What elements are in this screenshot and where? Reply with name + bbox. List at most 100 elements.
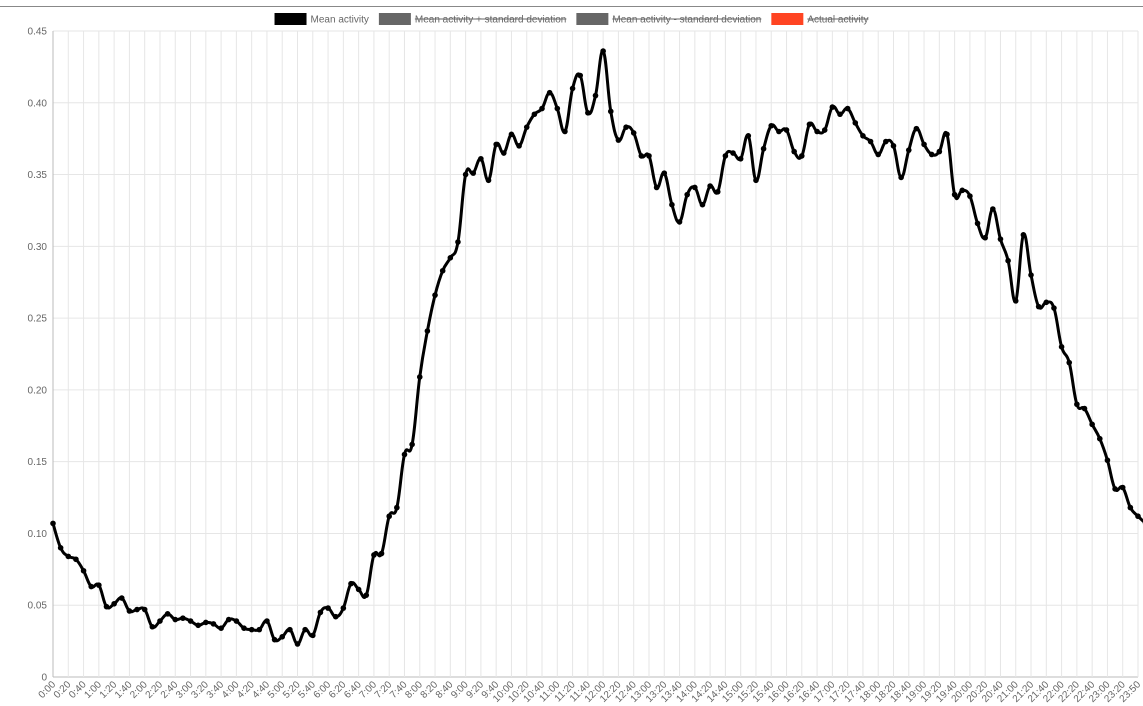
data-point [248,626,255,633]
data-point [860,132,866,139]
data-point [294,641,301,647]
data-point [883,138,889,145]
data-point [309,632,316,639]
legend-swatch [378,13,411,25]
data-point [1051,305,1057,311]
data-point [1089,421,1095,428]
data-point [967,193,973,199]
data-point [959,187,966,194]
data-point [325,605,331,611]
data-point [485,177,492,184]
data-point [523,124,530,130]
data-point [462,171,469,178]
data-point [661,170,668,176]
data-point [623,124,629,130]
data-point [264,618,270,624]
data-point [875,151,882,158]
data-point [149,623,156,630]
data-point [470,170,477,176]
data-point [50,520,56,527]
data-point [233,618,240,624]
y-tick-label: 0.05 [28,601,48,612]
data-point [676,219,683,225]
data-point [531,111,538,118]
data-point [997,236,1004,242]
legend: Mean activity Mean activity + standard de… [274,13,869,26]
data-point [218,625,224,631]
data-point [187,618,194,624]
data-point [890,143,897,149]
data-point [1119,484,1126,491]
data-point [745,132,752,139]
y-tick-label: 0.45 [28,27,48,38]
data-point [287,626,293,633]
data-point [814,128,820,135]
data-point [1135,513,1141,520]
data-point [921,141,927,148]
data-point [111,600,117,607]
legend-swatch [771,13,804,25]
data-point [760,145,767,152]
data-point [569,85,576,92]
data-point [88,583,95,590]
data-point [936,148,943,155]
data-point [203,619,209,626]
data-point [516,143,522,149]
data-point [447,255,454,261]
data-point [355,586,362,593]
data-point [844,105,851,112]
y-tick-label: 0.40 [28,98,48,109]
data-point [416,374,423,380]
data-point [714,188,721,195]
data-point [699,201,706,208]
data-point [905,147,912,153]
data-point [607,108,614,115]
data-point [806,121,813,128]
data-point [180,615,186,621]
data-point [1043,299,1050,306]
y-tick-label: 0.10 [28,529,48,540]
data-point [730,150,736,156]
data-point [302,626,308,633]
data-point [455,239,461,245]
data-point [424,328,431,334]
data-point [401,451,408,458]
data-point [1066,359,1073,366]
data-point [409,441,415,448]
legend-label: Mean activity [311,15,369,26]
data-point [501,150,507,156]
data-point [371,552,377,558]
data-point [638,153,645,159]
data-point [103,603,110,610]
data-point [317,609,324,616]
data-point [256,626,263,633]
data-point [508,131,515,138]
data-point [141,606,148,613]
data-point [80,567,87,574]
data-point [1127,504,1134,511]
data-point [615,137,622,143]
data-point [225,616,232,623]
data-point [753,177,759,184]
data-point [439,267,446,274]
data-point [65,553,72,560]
data-point [134,606,140,613]
data-point [1028,272,1034,278]
y-tick-label: 0.35 [28,170,48,181]
data-point [684,191,690,198]
data-point [791,148,797,155]
data-point [1104,457,1111,464]
data-point [944,131,950,138]
data-point [799,153,805,159]
data-point [1074,401,1080,408]
legend-swatch [576,13,609,25]
data-point [432,292,438,298]
data-point [1096,435,1103,442]
data-point [951,191,958,198]
legend-label: Mean activity - standard deviation [612,15,761,26]
data-point [692,184,698,191]
legend-label: Mean activity + standard deviation [415,15,566,26]
data-point [118,595,125,601]
data-point [653,184,660,191]
data-point [1005,257,1011,264]
